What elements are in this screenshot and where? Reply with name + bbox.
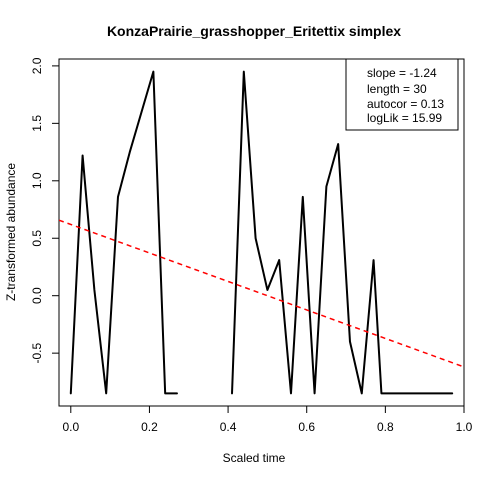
x-tick-label: 0.4 — [220, 420, 237, 434]
legend-entry-slope: slope = -1.24 — [367, 66, 437, 80]
y-tick-label: 1.5 — [30, 115, 44, 132]
x-axis-title: Scaled time — [223, 451, 286, 465]
x-tick-label: 0.6 — [298, 420, 315, 434]
chart-title: KonzaPrairie_grasshopper_Eritettix simpl… — [107, 23, 401, 39]
legend-box — [345, 58, 459, 131]
y-axis: -0.5 0.0 0.5 1.0 1.5 2.0 — [30, 57, 60, 363]
y-axis-title: Z-transformed abundance — [4, 163, 18, 301]
x-tick-label: 0.0 — [62, 420, 79, 434]
abundance-line-segment — [231, 70, 454, 395]
series-layer — [59, 70, 464, 395]
x-tick-label: 0.2 — [141, 420, 158, 434]
y-tick-label: 1.0 — [30, 172, 44, 189]
y-tick-label: -0.5 — [30, 342, 44, 363]
x-tick-label: 1.0 — [456, 420, 473, 434]
x-tick-label: 0.8 — [377, 420, 394, 434]
legend-entry-length: length = 30 — [367, 82, 427, 96]
legend-entry-autocor: autocor = 0.13 — [367, 97, 444, 111]
legend-entry-loglik: logLik = 15.99 — [367, 111, 442, 125]
legend: slope = -1.24 length = 30 autocor = 0.13… — [345, 58, 459, 131]
y-tick-label: 2.0 — [30, 57, 44, 74]
abundance-line-segment — [69, 70, 178, 395]
x-axis: 0.0 0.2 0.4 0.6 0.8 1.0 — [62, 405, 473, 434]
trend-line — [59, 219, 464, 368]
y-tick-label: 0.0 — [30, 287, 44, 304]
y-tick-label: 0.5 — [30, 230, 44, 247]
